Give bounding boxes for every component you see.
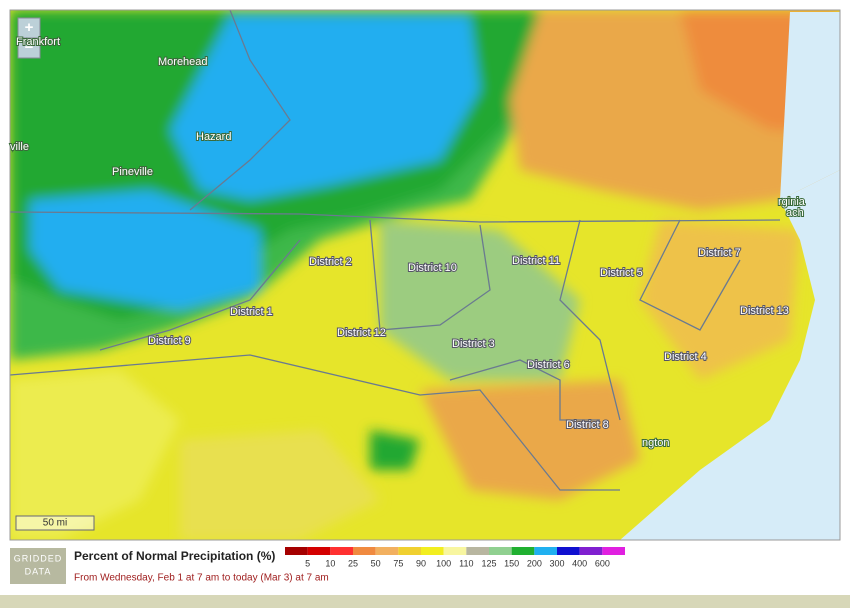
district-label: District 3 [452, 338, 495, 350]
legend-tick: 5 [305, 558, 310, 568]
legend-swatch [511, 547, 535, 555]
legend-swatch [353, 547, 376, 555]
district-label: District 6 [527, 359, 570, 371]
place-label: Frankfort [16, 36, 60, 48]
footer-strip [0, 595, 850, 608]
district-label: District 12 [337, 327, 386, 339]
place-label: rginia [778, 196, 806, 208]
place-label: ach [786, 207, 804, 219]
place-label: ngton [642, 437, 670, 449]
badge-line: DATA [25, 566, 52, 576]
legend-swatch [602, 547, 625, 555]
district-label: District 13 [740, 305, 789, 317]
legend-swatch [534, 547, 557, 555]
legend-swatch [307, 547, 331, 555]
district-label: District 10 [408, 262, 457, 274]
legend-tick: 25 [348, 558, 358, 568]
district-label: District 2 [309, 256, 352, 268]
zoom-in[interactable]: + [25, 19, 34, 36]
place-label: Morehead [158, 56, 208, 68]
legend-swatch [375, 547, 399, 555]
legend-tick: 10 [325, 558, 335, 568]
district-label: District 5 [600, 267, 643, 279]
legend-swatch [421, 547, 444, 555]
zoom-out-button[interactable] [17, 37, 41, 59]
badge-line: GRIDDED [14, 553, 63, 563]
legend-swatch [489, 547, 512, 555]
legend-swatch [443, 547, 467, 555]
legend-tick: 200 [527, 558, 542, 568]
legend-tick: 300 [549, 558, 564, 568]
legend-subtitle: From Wednesday, Feb 1 at 7 am to today (… [74, 573, 329, 584]
district-label: District 9 [148, 335, 191, 347]
legend-tick: 600 [595, 558, 610, 568]
zoom-out[interactable]: − [25, 39, 34, 56]
legend-swatch [330, 547, 353, 555]
scale-label: 50 mi [43, 518, 67, 529]
place-label: ville [10, 141, 29, 153]
legend-swatch [466, 547, 489, 555]
map-frame [9, 9, 841, 541]
legend-tick: 125 [481, 558, 496, 568]
legend-swatch [398, 547, 421, 555]
legend-title: Percent of Normal Precipitation (%) [74, 549, 275, 563]
badge [10, 548, 66, 584]
legend-swatch [285, 547, 308, 555]
map [10, 10, 840, 540]
legend-tick: 50 [371, 558, 381, 568]
legend-tick: 400 [572, 558, 587, 568]
legend-swatch [579, 547, 603, 555]
district-label: District 11 [512, 255, 560, 267]
legend-tick: 75 [393, 558, 403, 568]
district-label: District 4 [664, 351, 707, 363]
place-label: Pineville [112, 166, 153, 178]
legend-tick: 110 [459, 558, 473, 568]
legend-tick: 150 [504, 558, 519, 568]
legend-swatch [557, 547, 580, 555]
scale-bar [15, 515, 95, 531]
place-label: Hazard [196, 131, 231, 143]
district-label: District 7 [698, 247, 741, 259]
district-label: District 8 [566, 419, 609, 431]
legend-tick: 90 [416, 558, 426, 568]
district-label: District 1 [230, 306, 273, 318]
legend-tick: 100 [436, 558, 451, 568]
